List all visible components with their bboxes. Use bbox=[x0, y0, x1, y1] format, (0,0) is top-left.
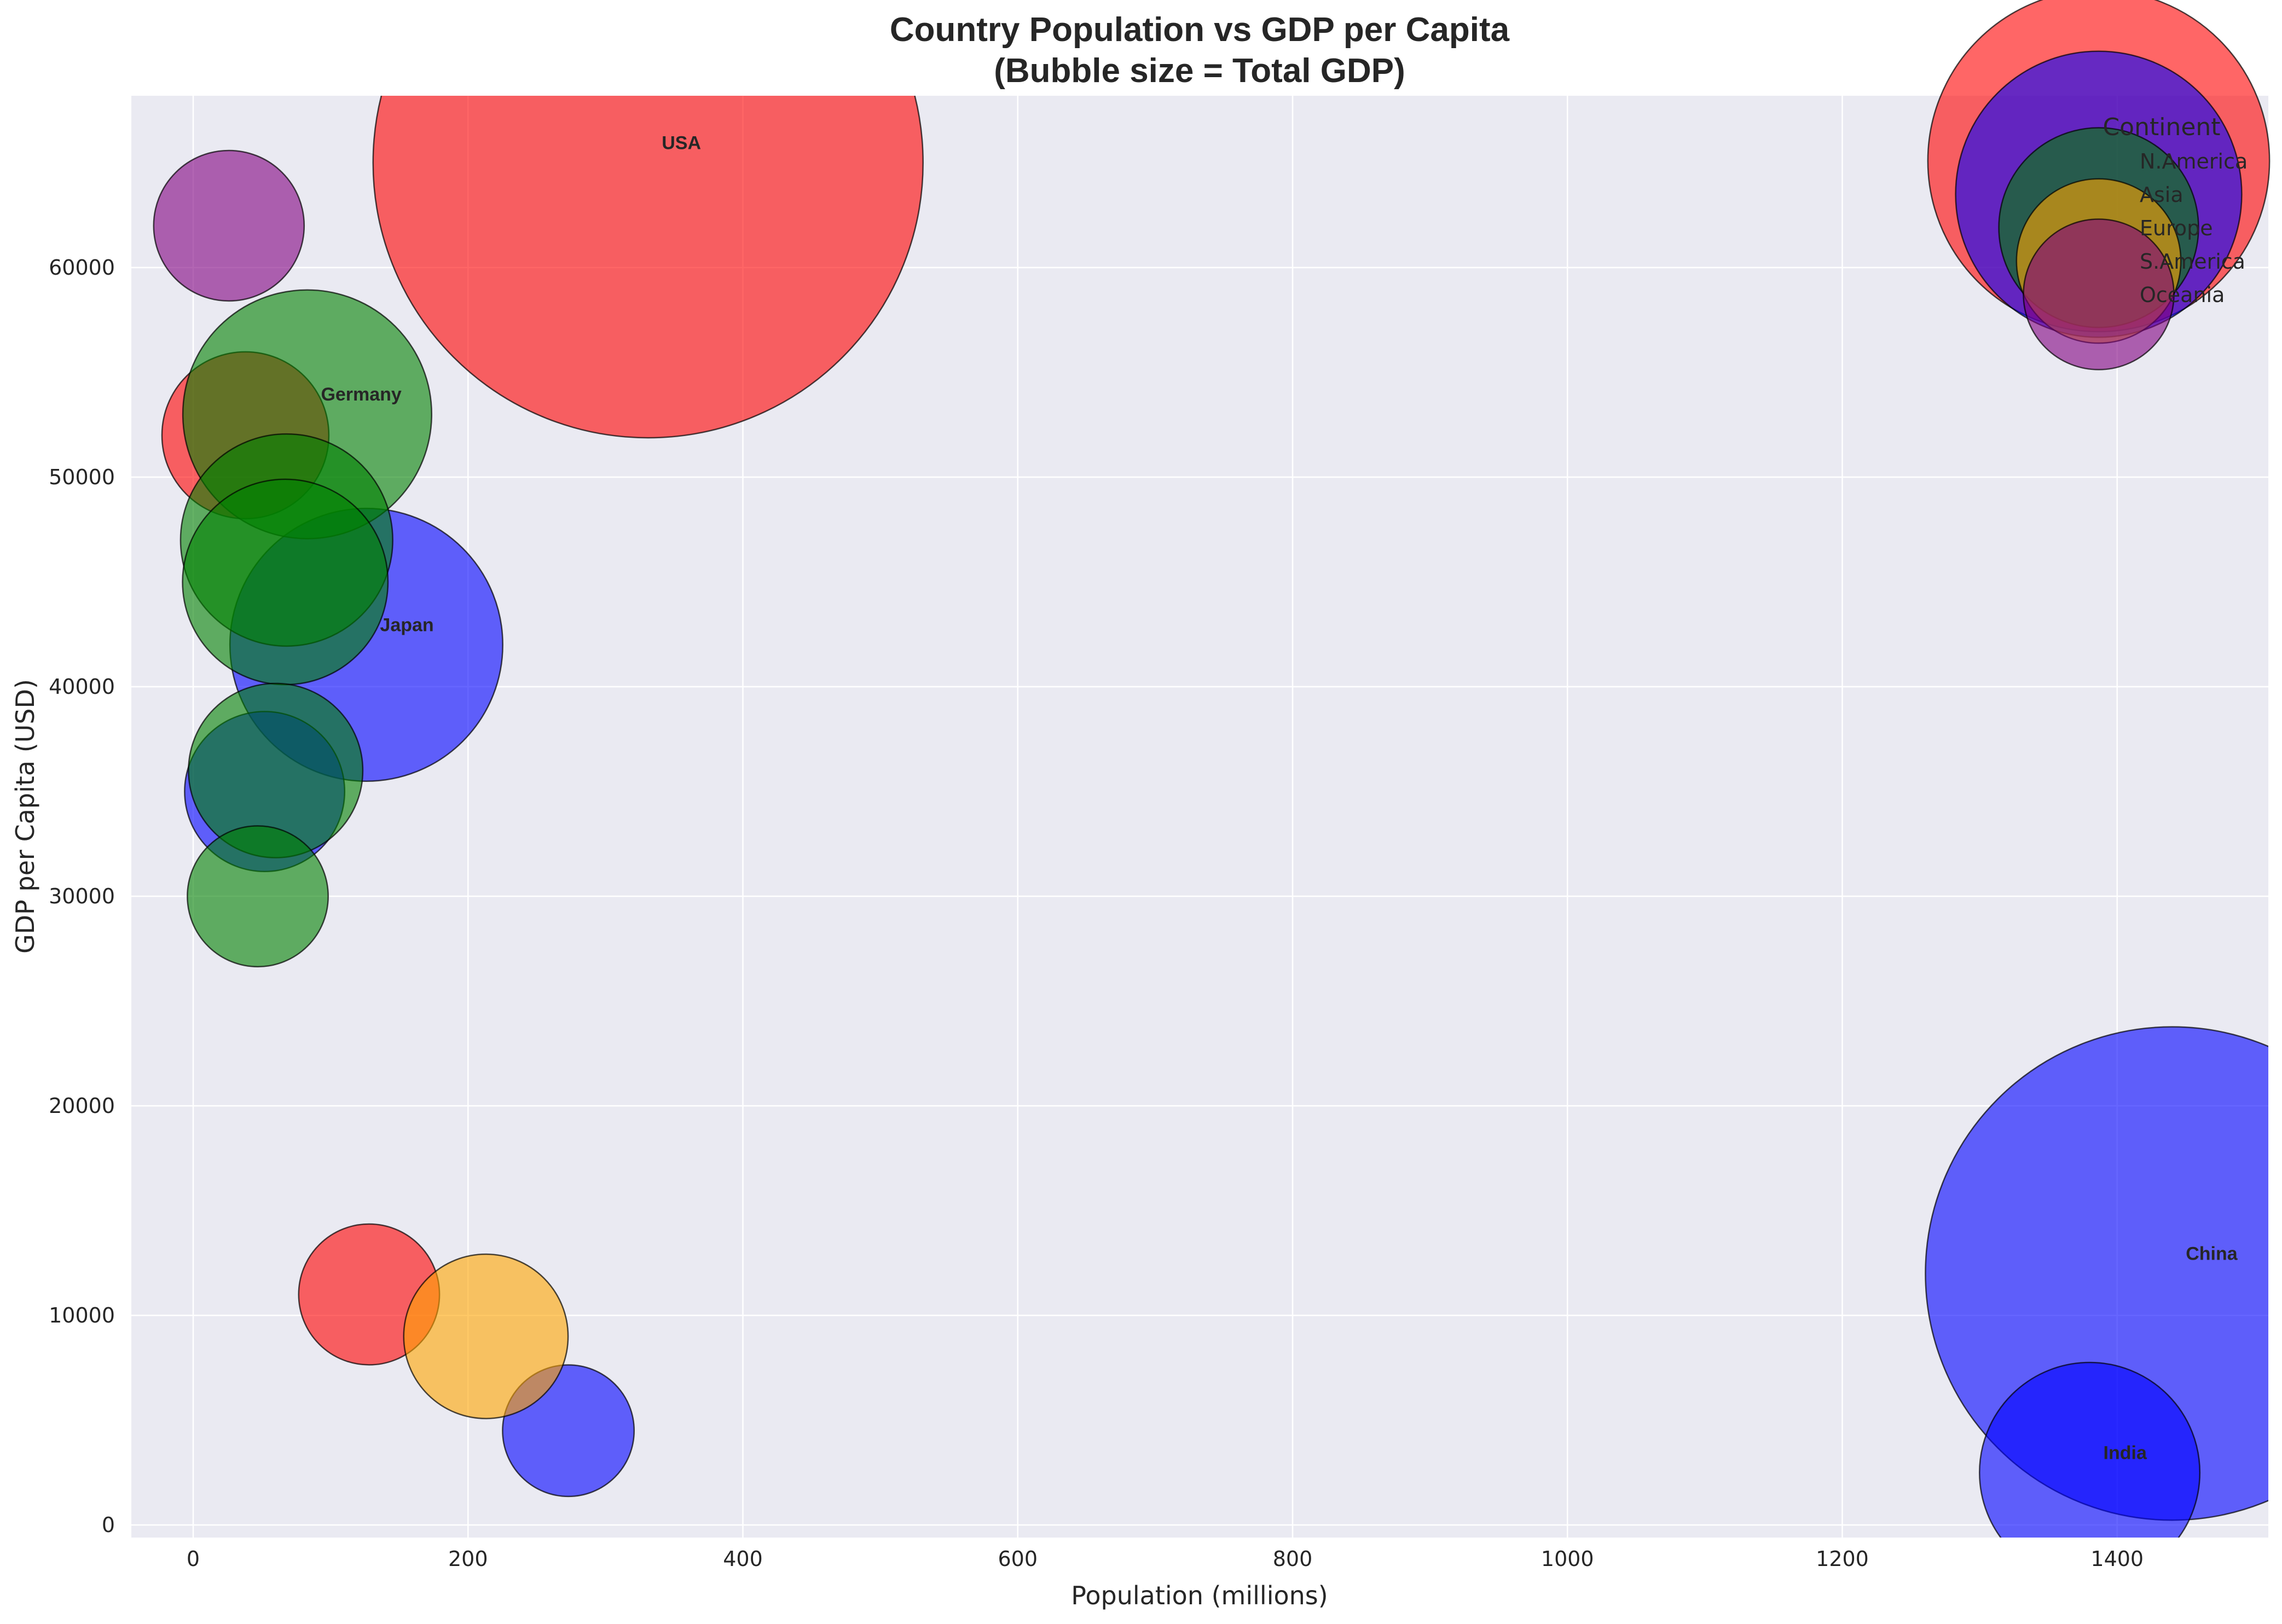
tick-labels: 0 200 400 600 800 1000 1200 1400 0 10000 20000 3000… bbox=[49, 256, 2144, 1571]
x-tick-label: 400 bbox=[723, 1547, 763, 1571]
bubble-label-germany: Germany bbox=[321, 384, 401, 405]
bubble-labels: USA China India Japan Germany bbox=[321, 133, 2238, 1464]
legend-label-asia: Asia bbox=[2140, 183, 2183, 207]
bubble-india bbox=[1979, 1361, 2201, 1538]
bubble-label-china: China bbox=[2186, 1243, 2238, 1264]
y-tick-label: 20000 bbox=[49, 1094, 115, 1118]
x-tick-label: 0 bbox=[187, 1547, 200, 1571]
bubble-oceania bbox=[153, 149, 305, 302]
legend: N.America Asia Europe S.America Oceania Conti… bbox=[1927, 0, 2271, 370]
bubble-label-japan: Japan bbox=[380, 614, 433, 635]
bubble-label-usa: USA bbox=[662, 133, 701, 154]
x-tick-label: 200 bbox=[448, 1547, 488, 1571]
x-tick-label: 1200 bbox=[1816, 1547, 1869, 1571]
y-tick-label: 40000 bbox=[49, 675, 115, 699]
y-tick-label: 50000 bbox=[49, 465, 115, 489]
legend-label-europe: Europe bbox=[2140, 216, 2213, 240]
x-tick-label: 800 bbox=[1273, 1547, 1313, 1571]
legend-label-oceania: Oceania bbox=[2140, 283, 2225, 307]
y-tick-label: 30000 bbox=[49, 884, 115, 908]
legend-label-samerica: S.America bbox=[2140, 250, 2245, 274]
bubble-europe bbox=[187, 825, 329, 967]
y-axis-label: GDP per Capita (USD) bbox=[10, 679, 40, 954]
chart-title-line-1: Country Population vs GDP per Capita bbox=[890, 11, 1510, 49]
bubble-europe bbox=[182, 478, 389, 686]
y-tick-label: 10000 bbox=[49, 1303, 115, 1327]
y-tick-label: 0 bbox=[102, 1513, 115, 1537]
bubble-layer bbox=[153, 96, 2268, 1538]
bubble-samerica bbox=[403, 1253, 569, 1419]
bubble-label-india: India bbox=[2104, 1442, 2147, 1463]
x-tick-label: 600 bbox=[998, 1547, 1038, 1571]
x-tick-label: 1400 bbox=[2090, 1547, 2144, 1571]
legend-marker-oceania bbox=[2023, 218, 2175, 370]
legend-label-namerica: N.America bbox=[2140, 149, 2248, 173]
chart-title-line-2: (Bubble size = Total GDP) bbox=[994, 52, 1405, 90]
y-tick-label: 60000 bbox=[49, 256, 115, 280]
x-tick-label: 1000 bbox=[1541, 1547, 1594, 1571]
legend-title: Continent bbox=[2103, 113, 2220, 141]
x-axis-label: Population (millions) bbox=[1071, 1581, 1328, 1610]
bubble-usa bbox=[372, 96, 924, 439]
